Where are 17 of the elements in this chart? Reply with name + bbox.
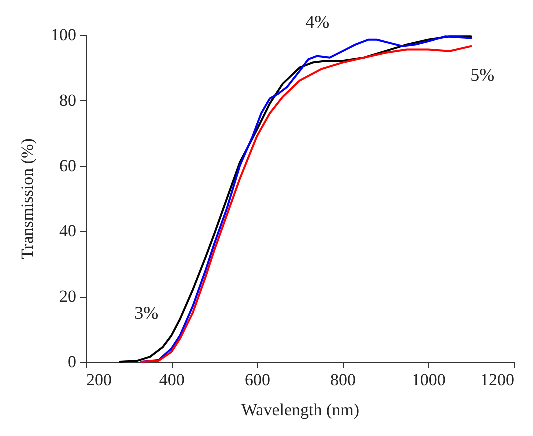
y-tick-label: 80 <box>60 90 76 110</box>
y-tick-label: 0 <box>68 352 76 372</box>
y-tick-label: 20 <box>60 287 76 306</box>
annotation: 5% <box>470 65 495 86</box>
y-tick-label: 60 <box>60 156 76 176</box>
annotation: 4% <box>306 12 330 32</box>
x-tick-label: 600 <box>244 370 270 390</box>
y-axis-title: Transmission (%) <box>18 138 37 260</box>
x-tick-label: 1200 <box>480 370 514 390</box>
annotation: 3% <box>134 302 159 323</box>
x-tick-label: 400 <box>159 370 185 390</box>
x-tick-label: 800 <box>330 370 356 390</box>
x-tick-label: 1000 <box>412 370 446 390</box>
y-tick-label: 40 <box>60 222 76 241</box>
y-tick-label: 100 <box>51 26 76 44</box>
x-tick-label: 200 <box>86 370 112 390</box>
x-axis-title: Wavelength (nm) <box>241 400 360 420</box>
